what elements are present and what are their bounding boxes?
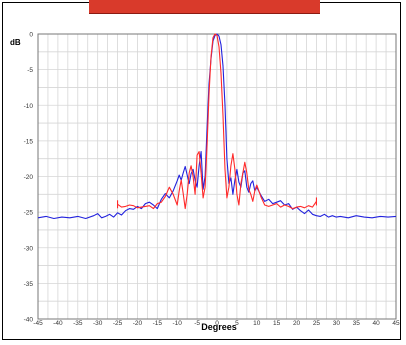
y-tick-label: -5 bbox=[27, 67, 33, 74]
y-tick-label: -40 bbox=[24, 317, 34, 324]
x-tick-label: -45 bbox=[33, 320, 43, 327]
x-tick-label: -5 bbox=[194, 320, 200, 327]
x-tick-label: 45 bbox=[392, 320, 400, 327]
series-line-blue bbox=[37, 33, 397, 220]
y-tick-label: -10 bbox=[24, 103, 34, 110]
x-tick-label: -40 bbox=[53, 320, 63, 327]
top-red-banner bbox=[89, 0, 320, 14]
x-tick-label: 20 bbox=[293, 320, 301, 327]
y-tick-label: -25 bbox=[24, 210, 34, 217]
x-tick-label: -30 bbox=[93, 320, 103, 327]
x-tick-label: 10 bbox=[253, 320, 261, 327]
x-tick-label: -35 bbox=[73, 320, 83, 327]
y-tick-label: 0 bbox=[29, 32, 33, 39]
y-tick-label: -30 bbox=[24, 245, 34, 252]
series-line-red bbox=[117, 33, 317, 210]
x-tick-label: -20 bbox=[133, 320, 143, 327]
x-tick-label: 15 bbox=[273, 320, 281, 327]
x-tick-label: -15 bbox=[153, 320, 163, 327]
x-tick-label: -10 bbox=[173, 320, 183, 327]
x-tick-label: -25 bbox=[113, 320, 123, 327]
y-tick-label: -15 bbox=[24, 138, 34, 145]
y-axis-label: dB bbox=[10, 38, 21, 47]
y-tick-label: -20 bbox=[24, 174, 34, 181]
series-group bbox=[37, 33, 397, 220]
y-tick-label: -35 bbox=[24, 281, 34, 288]
x-tick-label: 35 bbox=[353, 320, 361, 327]
grid bbox=[37, 33, 397, 320]
tick-labels: -45 -40 -35 -30 -25 -20 -15 -10 -5 0 5 10 15 20 25 30 35… bbox=[24, 32, 400, 328]
x-tick-label: 40 bbox=[372, 320, 380, 327]
x-tick-label: 25 bbox=[313, 320, 321, 327]
x-tick-label: 0 bbox=[215, 320, 219, 327]
x-tick-label: 5 bbox=[235, 320, 239, 327]
x-tick-label: 30 bbox=[333, 320, 341, 327]
x-axis-label: Degrees bbox=[201, 322, 237, 332]
